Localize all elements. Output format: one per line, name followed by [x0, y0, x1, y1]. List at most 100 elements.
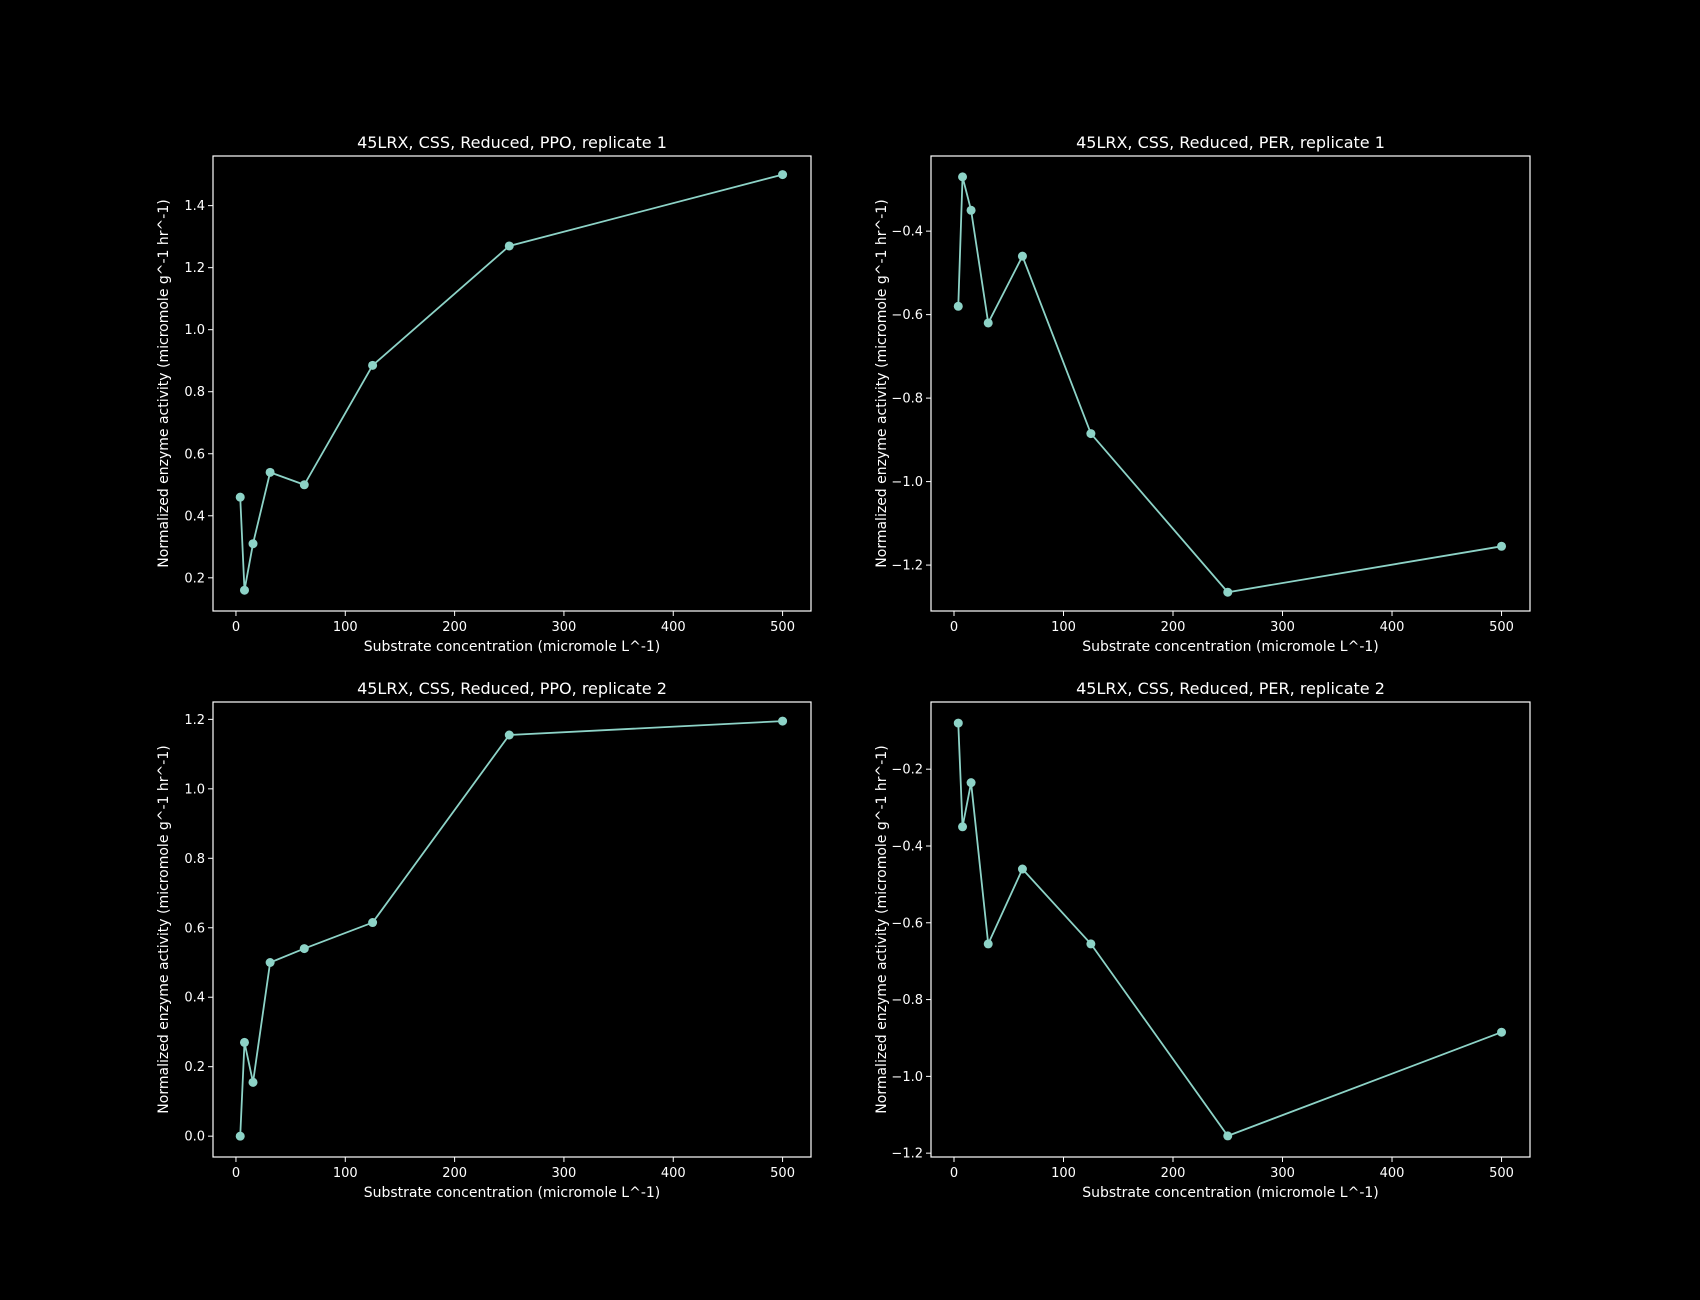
y-axis-label: Normalized enzyme activity (micromole g^… — [874, 745, 890, 1113]
data-point — [1017, 251, 1027, 261]
x-tick-label: 200 — [1161, 620, 1186, 635]
x-tick-label: 0 — [950, 1166, 958, 1181]
x-tick-label: 300 — [552, 1166, 577, 1181]
data-point — [504, 730, 514, 740]
data-point — [1223, 1131, 1233, 1141]
data-point — [958, 822, 968, 832]
y-tick-label: 0.6 — [184, 447, 205, 462]
subplot-3: 0 100 200 300 400 500 0.0 0.2 0.4 0.6 0.8 1.0 1.2 45L… — [156, 679, 812, 1201]
x-tick-label: 100 — [1051, 1166, 1076, 1181]
x-tick-label: 400 — [661, 1166, 686, 1181]
chart-title: 45LRX, CSS, Reduced, PPO, replicate 2 — [357, 679, 667, 698]
data-point — [248, 1077, 258, 1087]
y-tick-label: −0.2 — [891, 763, 923, 778]
y-axis-label: Normalized enzyme activity (micromole g^… — [874, 199, 890, 567]
y-tick-label: −0.4 — [891, 225, 923, 240]
data-point — [1497, 1027, 1507, 1037]
data-point — [265, 957, 275, 967]
x-tick-label: 200 — [442, 620, 467, 635]
x-axis-label: Substrate concentration (micromole L^-1) — [1082, 1185, 1379, 1201]
x-tick-label: 200 — [442, 1166, 467, 1181]
x-tick-label: 200 — [1161, 1166, 1186, 1181]
data-point — [1017, 864, 1027, 874]
y-tick-label: 0.0 — [184, 1130, 205, 1145]
x-tick-label: 0 — [232, 1166, 240, 1181]
y-axis-label: Normalized enzyme activity (micromole g^… — [156, 199, 172, 567]
plot-frame — [930, 155, 1531, 612]
y-tick-label: −1.0 — [891, 1070, 923, 1085]
series-line — [957, 176, 1502, 594]
plot-frame — [212, 701, 812, 1158]
subplot-2: 0 100 200 300 400 500 −1.2 −1.0 −0.8 −0.6 −0.4 45LR… — [874, 133, 1531, 655]
y-tick-label: 1.4 — [184, 199, 205, 214]
data-point — [1497, 541, 1507, 551]
data-point — [248, 539, 258, 549]
x-axis-label: Substrate concentration (micromole L^-1) — [1082, 639, 1379, 655]
data-point — [778, 716, 788, 726]
y-tick-label: 1.2 — [184, 261, 205, 276]
y-tick-label: 1.0 — [184, 323, 205, 338]
y-tick-label: 0.2 — [184, 571, 205, 586]
data-point — [958, 172, 968, 182]
series-line — [239, 173, 783, 591]
data-point — [265, 467, 275, 477]
data-point — [983, 318, 993, 328]
x-tick-label: 100 — [333, 1166, 358, 1181]
data-point — [235, 492, 245, 502]
plot-frame — [930, 701, 1531, 1158]
data-point — [299, 944, 309, 954]
y-tick-label: −0.8 — [891, 392, 923, 407]
x-tick-label: 500 — [1489, 620, 1514, 635]
y-tick-label: 1.2 — [184, 713, 205, 728]
data-point — [983, 939, 993, 949]
data-point — [1086, 939, 1096, 949]
y-tick-label: 0.8 — [184, 852, 205, 867]
x-tick-label: 500 — [770, 1166, 795, 1181]
data-point — [368, 360, 378, 370]
series-line — [239, 720, 783, 1137]
series-line — [957, 723, 1502, 1137]
data-point — [1223, 587, 1233, 597]
y-tick-label: −1.2 — [891, 559, 923, 574]
y-tick-label: −0.6 — [891, 916, 923, 931]
y-tick-label: 0.4 — [184, 991, 205, 1006]
data-point — [299, 480, 309, 490]
y-tick-label: −1.2 — [891, 1147, 923, 1162]
x-tick-label: 100 — [333, 620, 358, 635]
data-point — [966, 778, 976, 788]
data-point — [239, 1037, 249, 1047]
data-point — [235, 1131, 245, 1141]
data-point — [504, 241, 514, 251]
x-tick-label: 100 — [1051, 620, 1076, 635]
data-point — [239, 585, 249, 595]
x-tick-label: 300 — [552, 620, 577, 635]
data-point — [953, 718, 963, 728]
x-axis-label: Substrate concentration (micromole L^-1) — [364, 639, 661, 655]
y-axis-label: Normalized enzyme activity (micromole g^… — [156, 745, 172, 1113]
y-tick-label: 0.2 — [184, 1060, 205, 1075]
x-tick-label: 400 — [661, 620, 686, 635]
y-tick-label: 1.0 — [184, 782, 205, 797]
chart-title: 45LRX, CSS, Reduced, PER, replicate 2 — [1076, 679, 1385, 698]
data-point — [1086, 429, 1096, 439]
chart-title: 45LRX, CSS, Reduced, PER, replicate 1 — [1076, 133, 1385, 152]
y-tick-label: −0.4 — [891, 839, 923, 854]
data-point — [953, 301, 963, 311]
x-tick-label: 300 — [1270, 620, 1295, 635]
x-axis-label: Substrate concentration (micromole L^-1) — [364, 1185, 661, 1201]
x-tick-label: 0 — [232, 620, 240, 635]
y-tick-label: −0.8 — [891, 993, 923, 1008]
chart-title: 45LRX, CSS, Reduced, PPO, replicate 1 — [357, 133, 667, 152]
y-tick-label: 0.6 — [184, 921, 205, 936]
data-point — [966, 205, 976, 215]
x-tick-label: 300 — [1270, 1166, 1295, 1181]
x-tick-label: 500 — [1489, 1166, 1514, 1181]
subplot-1: 0 100 200 300 400 500 0.2 0.4 0.6 0.8 1.0 1.2 1.4 45L… — [156, 133, 812, 655]
plot-frame — [212, 155, 812, 612]
y-tick-label: −1.0 — [891, 475, 923, 490]
y-tick-label: −0.6 — [891, 308, 923, 323]
x-tick-label: 0 — [950, 620, 958, 635]
y-tick-label: 0.4 — [184, 509, 205, 524]
data-point — [778, 170, 788, 180]
